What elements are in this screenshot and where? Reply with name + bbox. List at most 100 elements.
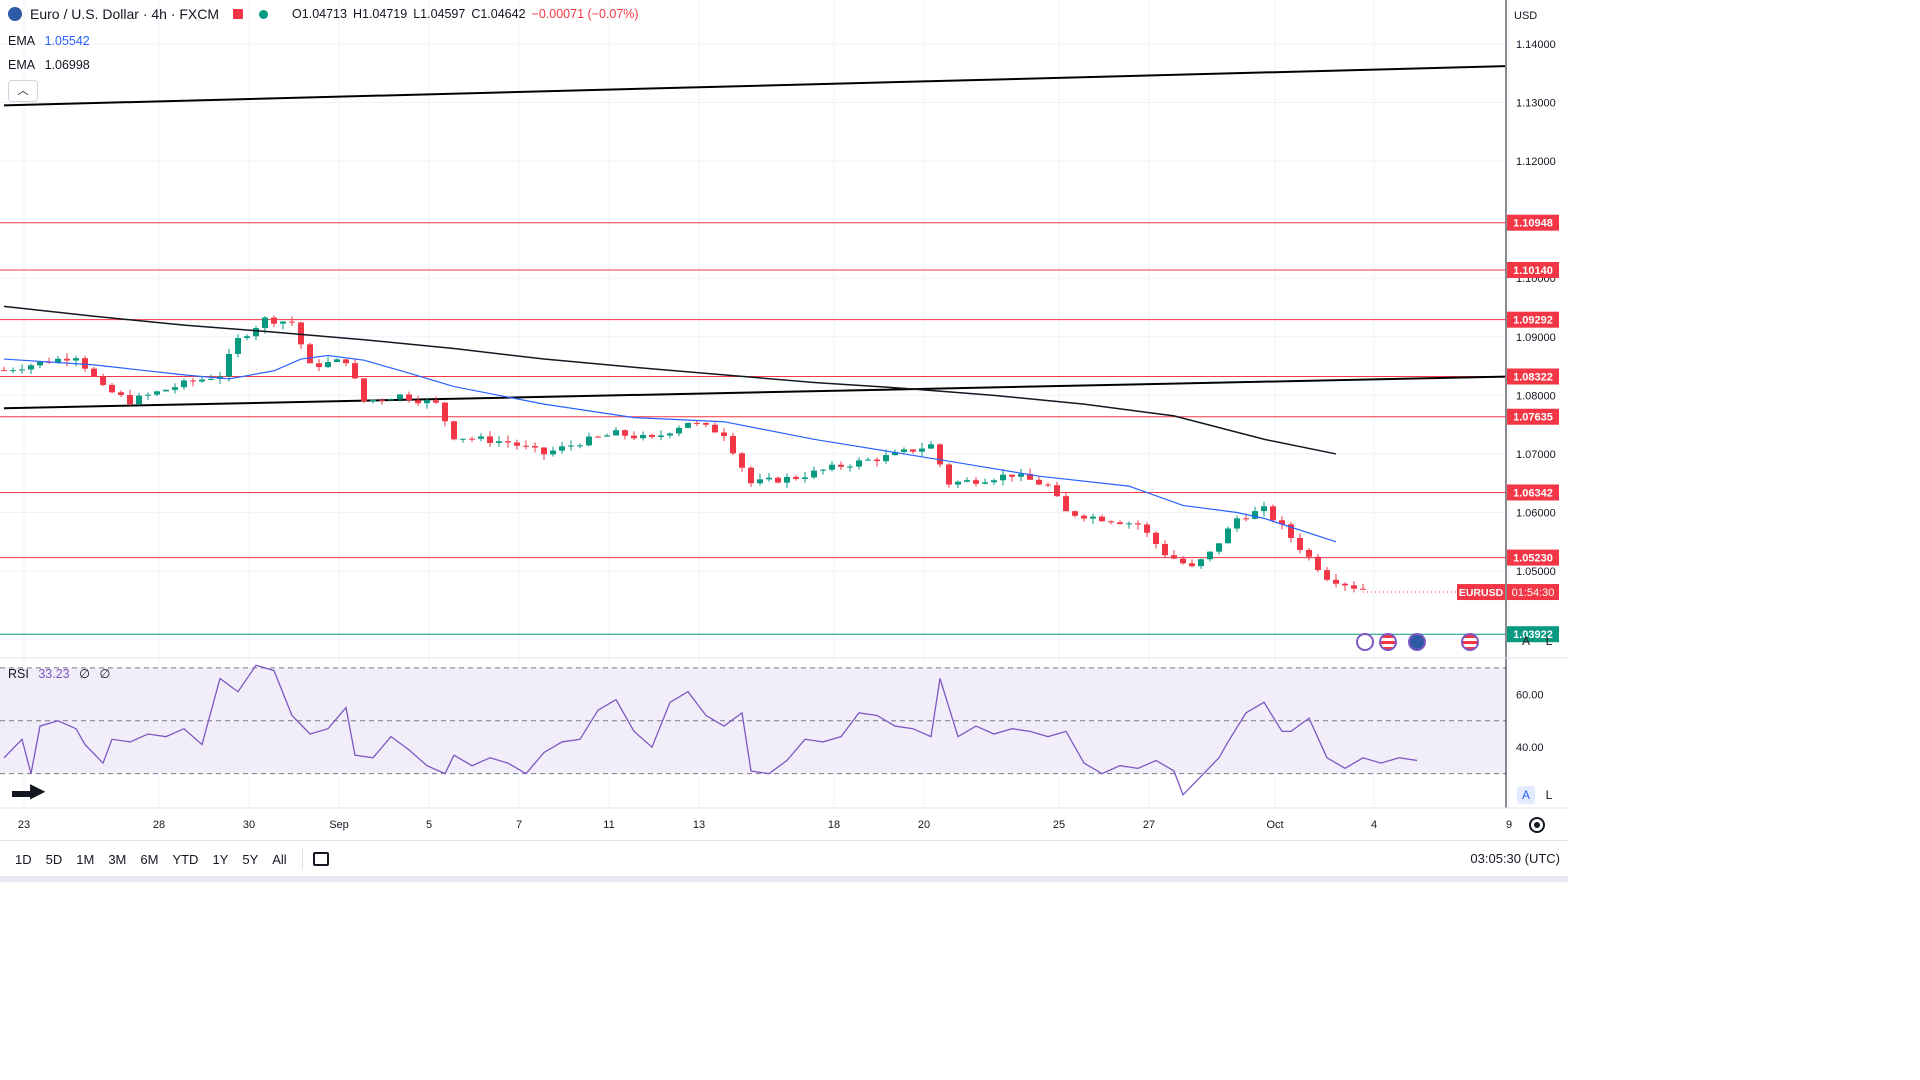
candle-body bbox=[379, 399, 385, 401]
price-tick-label: 1.07000 bbox=[1516, 449, 1556, 461]
candle-body bbox=[748, 467, 754, 484]
candle-body bbox=[1099, 516, 1105, 522]
timeframe-5d[interactable]: 5D bbox=[45, 851, 63, 867]
settings-gear-icon[interactable] bbox=[1529, 817, 1545, 833]
candle-body bbox=[1315, 556, 1321, 571]
timeframe-1d[interactable]: 1D bbox=[15, 851, 32, 867]
currency-selector[interactable]: USD bbox=[1514, 10, 1538, 22]
candle-body bbox=[559, 446, 565, 451]
symbol-tag: EURUSD bbox=[1459, 587, 1504, 599]
candle-body bbox=[1054, 485, 1060, 497]
candle-body bbox=[442, 402, 448, 422]
rsi-label: RSI bbox=[8, 667, 29, 681]
candle-body bbox=[1306, 549, 1312, 557]
log-scale-button[interactable]: L bbox=[1545, 634, 1553, 648]
level-label: 1.09292 bbox=[1513, 315, 1553, 327]
timeframe-ytd[interactable]: YTD bbox=[172, 851, 199, 867]
rsi-extra-1: ∅ bbox=[79, 667, 90, 681]
live-dot-icon bbox=[259, 9, 269, 19]
high-value: H1.04719 bbox=[352, 7, 408, 21]
bottom-strip bbox=[0, 876, 1568, 882]
candle-body bbox=[208, 378, 214, 380]
candle-body bbox=[478, 436, 484, 439]
candle-body bbox=[838, 464, 844, 467]
tradingview-logo[interactable]: ▬▶ bbox=[12, 780, 45, 802]
time-tick-label: 23 bbox=[18, 819, 30, 831]
candle-body bbox=[568, 445, 574, 447]
candle-body bbox=[901, 449, 907, 452]
candle-body bbox=[829, 464, 835, 470]
candle-body bbox=[172, 387, 178, 390]
timeframe-1m[interactable]: 1M bbox=[76, 851, 95, 867]
candle-body bbox=[775, 477, 781, 483]
bottom-toolbar: 1D 5D 1M 3M 6M YTD 1Y 5Y All 03:05:30 (U… bbox=[0, 840, 1568, 877]
timeframe-6m[interactable]: 6M bbox=[140, 851, 159, 867]
time-tick-label: 13 bbox=[693, 819, 705, 831]
chart-canvas[interactable]: 23 28 30 Sep 5 7 11 13 18 20 25 27 Oct 4 9 1.14000 1.130… bbox=[0, 0, 1568, 840]
rsi-auto-scale-button[interactable]: A bbox=[1517, 786, 1535, 804]
candle-body bbox=[100, 376, 106, 385]
candle-body bbox=[145, 394, 151, 396]
candle-body bbox=[1117, 522, 1123, 525]
candle-body bbox=[82, 358, 88, 369]
time-tick-label: 25 bbox=[1053, 819, 1065, 831]
toolbar-divider bbox=[301, 848, 303, 870]
candle-body bbox=[370, 399, 376, 402]
time-tick-label: 30 bbox=[243, 819, 255, 831]
collapse-legend-button[interactable]: ︿ bbox=[8, 80, 38, 102]
date-range-calendar-icon[interactable] bbox=[312, 852, 329, 866]
candle-body bbox=[37, 361, 43, 366]
candle-body bbox=[316, 363, 322, 368]
candle-body bbox=[955, 481, 961, 485]
ema-slow-legend[interactable]: EMA 1.06998 bbox=[8, 58, 90, 72]
candle-body bbox=[73, 358, 79, 361]
candle-body bbox=[541, 447, 547, 455]
timeframe-all[interactable]: All bbox=[272, 851, 287, 867]
rsi-legend[interactable]: RSI 33.23 ∅ ∅ bbox=[8, 666, 110, 681]
candle-body bbox=[532, 446, 538, 448]
auto-scale-button[interactable]: A bbox=[1521, 634, 1530, 648]
ema-fast-legend[interactable]: EMA 1.05542 bbox=[8, 34, 90, 48]
candle-body bbox=[1297, 537, 1303, 550]
candle-body bbox=[55, 358, 61, 363]
candle-body bbox=[982, 482, 988, 484]
symbol-tag-bg bbox=[1457, 584, 1505, 601]
candle-body bbox=[1036, 479, 1042, 485]
us-flag-event-icon[interactable] bbox=[1461, 633, 1479, 651]
time-tick-label: 9 bbox=[1506, 819, 1512, 831]
event-lightning-icon[interactable] bbox=[1356, 633, 1374, 651]
timeframe-5y[interactable]: 5Y bbox=[242, 851, 259, 867]
rsi-log-scale-button[interactable]: L bbox=[1545, 788, 1553, 802]
rsi-tick-label: 60.00 bbox=[1516, 689, 1544, 701]
timeframe-3m[interactable]: 3M bbox=[108, 851, 127, 867]
price-tick-label: 1.08000 bbox=[1516, 390, 1556, 402]
candle-body bbox=[928, 444, 934, 449]
candle-body bbox=[487, 436, 493, 443]
eu-flag-icon[interactable] bbox=[1408, 633, 1426, 651]
candle-body bbox=[424, 400, 430, 404]
candle-body bbox=[883, 455, 889, 462]
candle-body bbox=[694, 422, 700, 424]
candle-body bbox=[550, 450, 556, 455]
candle-body bbox=[28, 365, 34, 370]
candle-body bbox=[1261, 506, 1267, 512]
candle-body bbox=[712, 424, 718, 433]
candle-body bbox=[1252, 511, 1258, 519]
candle-body bbox=[1342, 583, 1348, 586]
candle-body bbox=[406, 394, 412, 401]
level-label-bg bbox=[1507, 408, 1559, 425]
rsi-tick-label: 40.00 bbox=[1516, 742, 1544, 754]
candle-body bbox=[496, 441, 502, 443]
candle-body bbox=[973, 480, 979, 484]
level-label-bg bbox=[1507, 262, 1559, 279]
timeframe-1y[interactable]: 1Y bbox=[212, 851, 229, 867]
symbol-title[interactable]: Euro / U.S. Dollar · 4h · FXCM bbox=[30, 6, 220, 22]
candle-body bbox=[910, 449, 916, 452]
candle-body bbox=[163, 389, 169, 392]
level-label-bg bbox=[1507, 214, 1559, 231]
trendline-lower-channel bbox=[3, 375, 1506, 410]
candle-body bbox=[1162, 543, 1168, 556]
us-flag-icon[interactable] bbox=[1379, 633, 1397, 651]
utc-clock[interactable]: 03:05:30 (UTC) bbox=[1470, 851, 1560, 866]
level-label: 1.10140 bbox=[1513, 265, 1553, 277]
